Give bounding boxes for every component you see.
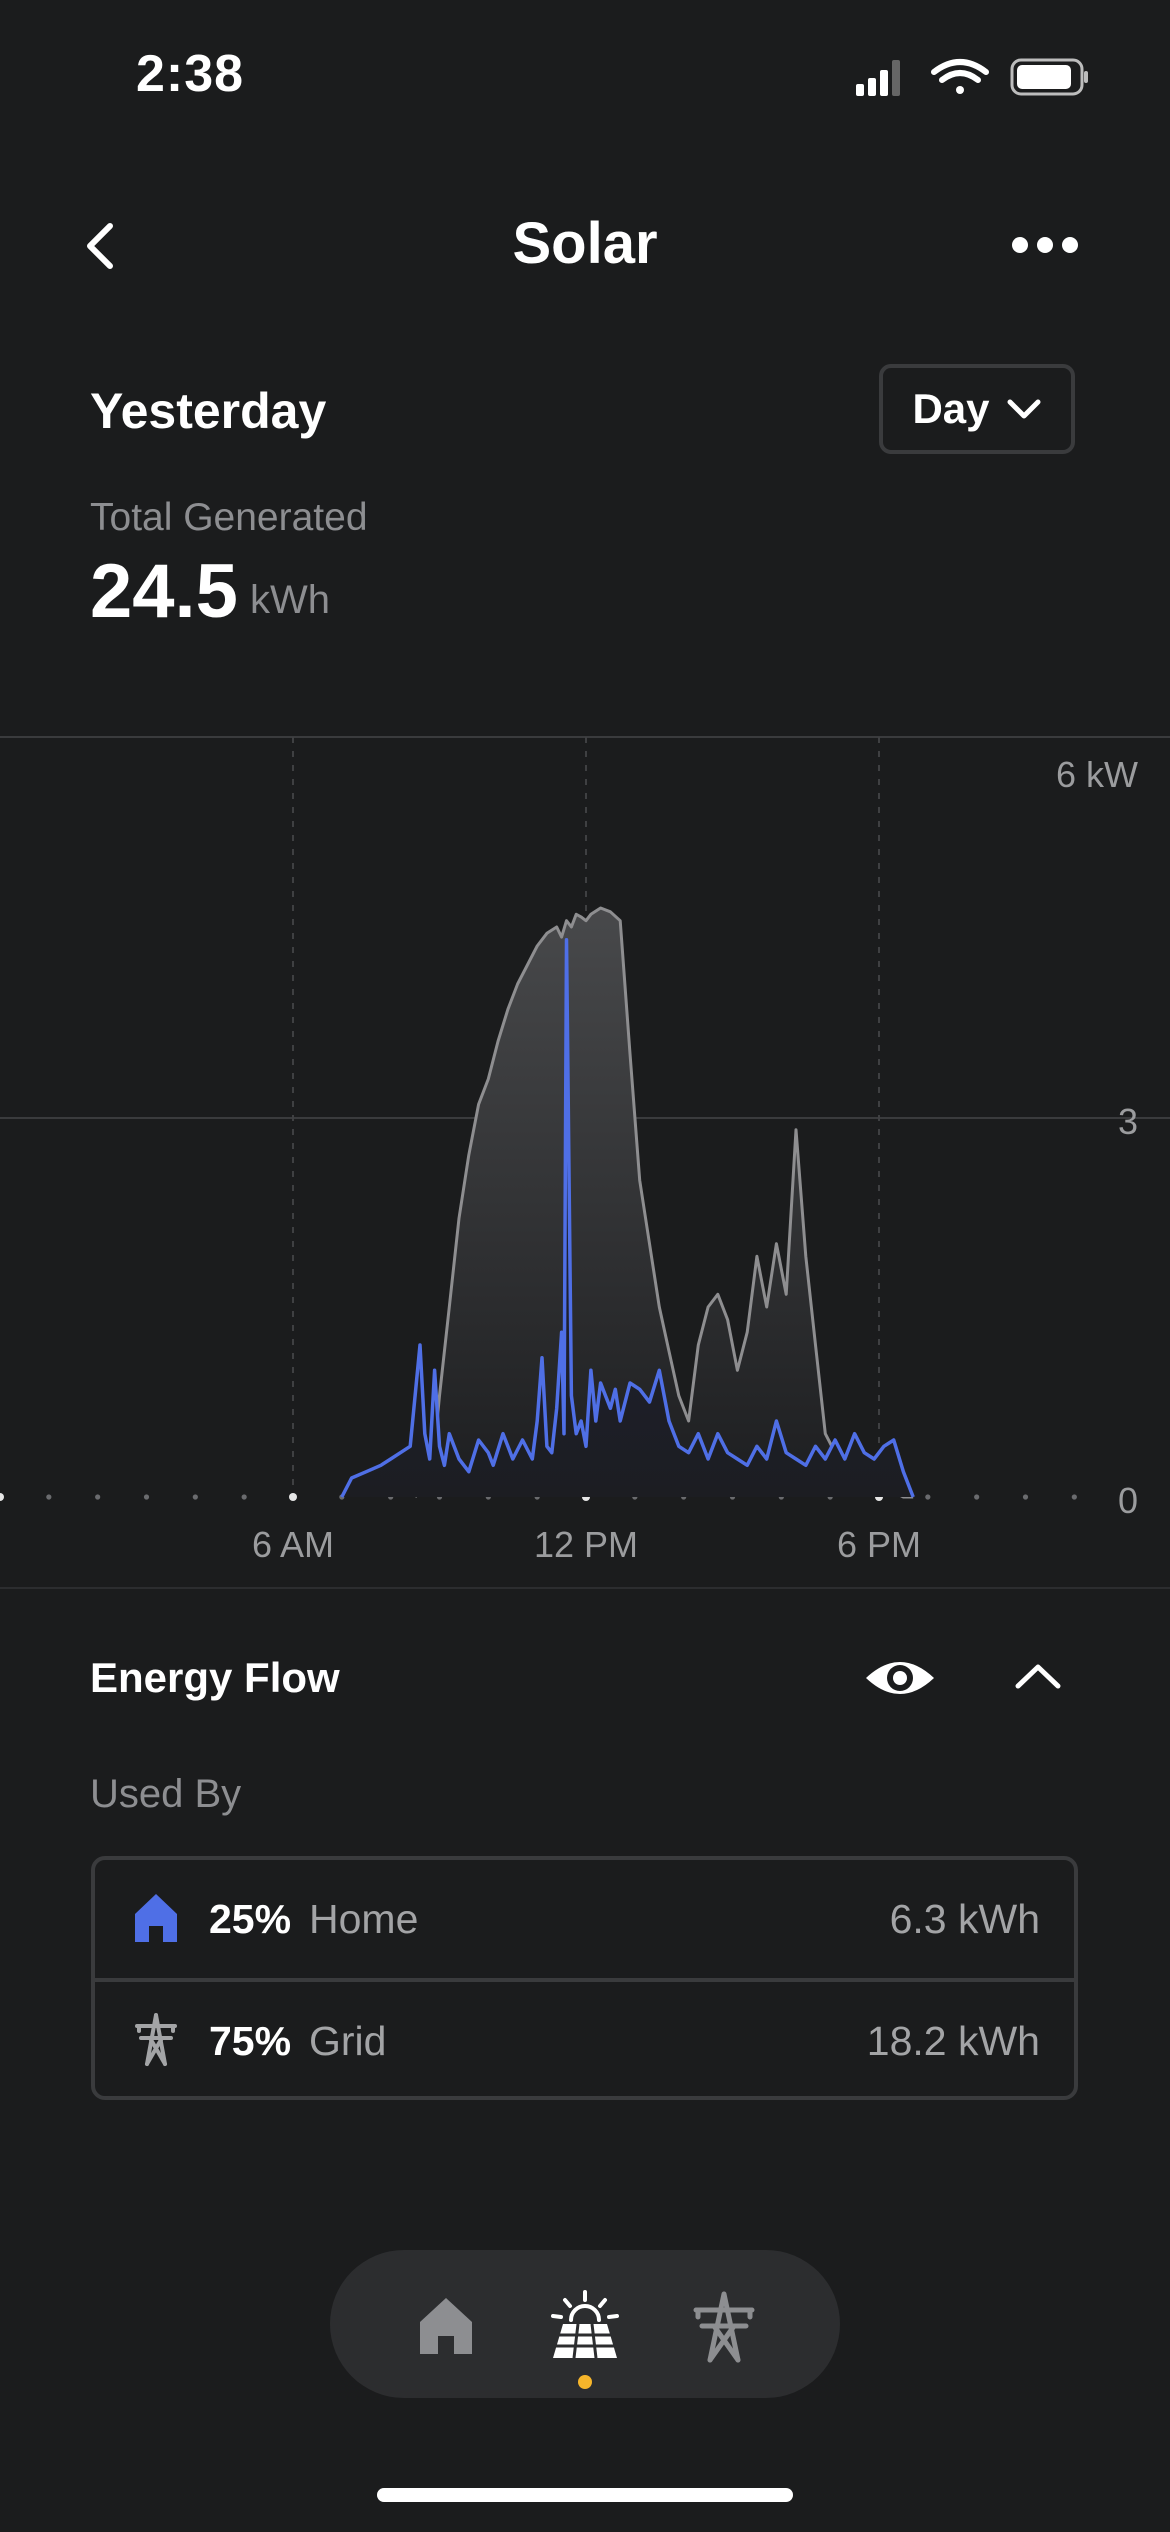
baseline-dot xyxy=(192,1494,198,1500)
flow-percent: 75% xyxy=(209,2017,292,2064)
total-generated-value: 24.5 xyxy=(90,549,238,634)
generation-area xyxy=(415,908,914,1497)
y-tick-label: 3 xyxy=(1118,1101,1138,1142)
baseline-dot xyxy=(0,1493,4,1501)
active-tab-indicator xyxy=(578,2375,592,2389)
eye-icon[interactable] xyxy=(862,1652,938,1704)
flow-row-grid[interactable]: 75% Grid 18.2 kWh xyxy=(95,1978,1074,2096)
total-generated-label: Total Generated xyxy=(90,496,368,539)
power-tower-icon xyxy=(135,2013,177,2066)
flow-destination: Grid xyxy=(309,2017,387,2064)
flow-energy-value: 18.2 kWh xyxy=(866,2017,1040,2064)
range-dropdown-label: Day xyxy=(912,385,990,432)
used-by-label: Used By xyxy=(90,1772,242,1816)
baseline-dot xyxy=(289,1493,297,1501)
chart-series xyxy=(340,906,915,1499)
x-tick-label: 12 PM xyxy=(534,1524,638,1560)
solar-panel-icon[interactable] xyxy=(545,2286,625,2366)
baseline-dot xyxy=(143,1494,150,1500)
battery-icon xyxy=(1010,58,1088,96)
home-icon[interactable] xyxy=(406,2286,486,2366)
baseline-dot xyxy=(925,1494,931,1500)
baseline-dot xyxy=(46,1494,52,1500)
y-tick-label: 6 kW xyxy=(1056,754,1138,795)
more-options-icon[interactable] xyxy=(1010,230,1080,260)
flow-percent: 25% xyxy=(209,1895,292,1942)
cellular-signal-icon xyxy=(856,60,900,96)
back-chevron-icon[interactable] xyxy=(78,218,128,274)
chevron-down-icon xyxy=(1007,399,1041,419)
chart-labels: 6 kW 3 0 6 AM 12 PM 6 PM xyxy=(252,754,1138,1560)
status-icons xyxy=(856,58,1088,96)
baseline-dot xyxy=(1071,1494,1077,1500)
period-label: Yesterday xyxy=(90,383,327,439)
baseline-dot xyxy=(241,1494,247,1500)
baseline-dot xyxy=(974,1494,980,1500)
baseline-dot xyxy=(1022,1494,1029,1500)
total-generated-unit: kWh xyxy=(250,578,330,622)
page-title: Solar xyxy=(512,211,658,276)
energy-flow-list: 25% Home 6.3 kWh 75% Grid 18.2 kWh xyxy=(91,1856,1078,2100)
wifi-icon xyxy=(931,59,989,94)
section-divider xyxy=(0,1587,1170,1589)
chevron-up-icon[interactable] xyxy=(1012,1660,1064,1692)
power-tower-icon[interactable] xyxy=(684,2286,764,2366)
bottom-tab-bar xyxy=(330,2250,840,2398)
generation-line xyxy=(413,906,914,1499)
flow-energy-value: 6.3 kWh xyxy=(889,1895,1040,1942)
home-indicator xyxy=(377,2488,793,2502)
home-usage-area xyxy=(341,939,914,1497)
status-time: 2:38 xyxy=(136,45,245,103)
y-tick-label: 0 xyxy=(1118,1480,1138,1521)
x-tick-label: 6 PM xyxy=(837,1524,921,1560)
home-icon xyxy=(135,1894,177,1942)
range-dropdown[interactable]: Day xyxy=(879,364,1075,454)
baseline-dot xyxy=(95,1494,101,1500)
home-usage-line xyxy=(340,937,915,1498)
energy-flow-title: Energy Flow xyxy=(90,1654,340,1701)
flow-destination: Home xyxy=(309,1895,419,1942)
solar-generation-chart[interactable]: 6 kW 3 0 6 AM 12 PM 6 PM xyxy=(0,730,1170,1560)
flow-row-home[interactable]: 25% Home 6.3 kWh xyxy=(95,1860,1074,1978)
x-tick-label: 6 AM xyxy=(252,1524,334,1560)
